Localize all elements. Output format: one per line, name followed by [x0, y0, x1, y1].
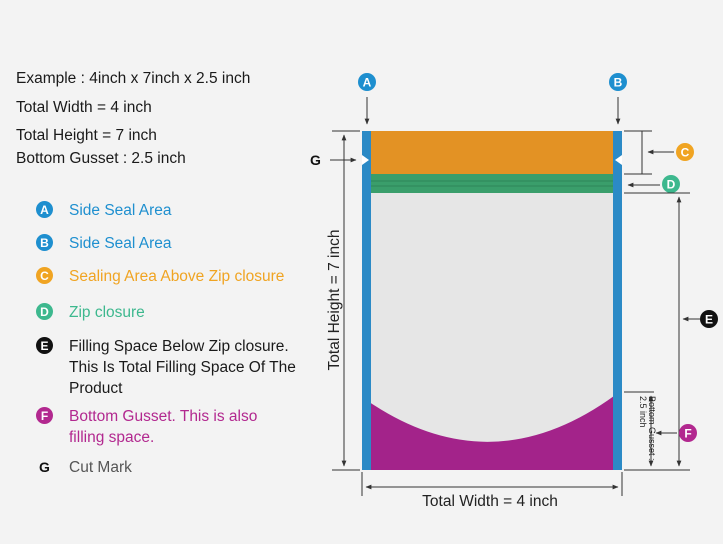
cut-mark-left — [362, 155, 369, 165]
bottom-gusset-area — [362, 390, 622, 470]
legend-item-e: E Filling Space Below Zip closure. This … — [36, 336, 319, 399]
badge-a-circle — [358, 73, 376, 91]
legend-item-c: C Sealing Area Above Zip closure — [36, 266, 319, 287]
badge-g: G — [39, 458, 50, 475]
legend-text-f: Bottom Gusset. This is also filling spac… — [69, 408, 258, 446]
label-g: G — [310, 152, 321, 168]
badge-d: D — [36, 303, 53, 320]
badge-c-circle — [676, 143, 694, 161]
label-a: A — [363, 76, 372, 90]
top-seal-area — [362, 131, 622, 174]
legend-text-g: Cut Mark — [69, 459, 132, 476]
gusset-label-line-1: Bottom Gusset : — [647, 396, 657, 461]
cut-mark-right — [615, 155, 622, 165]
legend-item-b: B Side Seal Area — [36, 233, 309, 254]
total-height-label: Total Height = 7 inch — [326, 230, 343, 371]
label-e: E — [705, 313, 713, 327]
legend-item-g: G Cut Mark — [36, 457, 309, 478]
legend-text-a: Side Seal Area — [69, 202, 172, 219]
legend-text-c: Sealing Area Above Zip closure — [69, 268, 285, 285]
badge-d-circle — [662, 175, 680, 193]
spec-gusset: Bottom Gusset : 2.5 inch — [16, 150, 186, 167]
legend-text-d: Zip closure — [69, 304, 145, 321]
spec-height: Total Height = 7 inch — [16, 127, 157, 144]
legend-text-b: Side Seal Area — [69, 235, 172, 252]
label-f: F — [684, 427, 691, 441]
badge-c: C — [36, 267, 53, 284]
label-b: B — [614, 76, 623, 90]
badge-e: E — [36, 337, 53, 354]
gusset-label-line-2: 2.5 inch — [638, 396, 648, 428]
legend-text-e: Filling Space Below Zip closure. This Is… — [69, 338, 296, 397]
side-seal-left — [362, 131, 371, 470]
side-seal-right — [613, 131, 622, 470]
badge-a: A — [36, 201, 53, 218]
spec-example: Example : 4inch x 7inch x 2.5 inch — [16, 70, 251, 87]
spec-width: Total Width = 4 inch — [16, 99, 152, 116]
total-width-label: Total Width = 4 inch — [422, 493, 558, 510]
label-c: C — [681, 146, 690, 160]
label-d: D — [667, 178, 676, 192]
legend-item-a: A Side Seal Area — [36, 200, 309, 221]
legend-item-f: F Bottom Gusset. This is also filling sp… — [36, 406, 289, 448]
badge-e-circle — [700, 310, 718, 328]
legend-item-d: D Zip closure — [36, 302, 309, 323]
badge-b: B — [36, 234, 53, 251]
zip-closure-area — [362, 174, 622, 193]
badge-f-circle — [679, 424, 697, 442]
badge-f: F — [36, 407, 53, 424]
badge-b-circle — [609, 73, 627, 91]
